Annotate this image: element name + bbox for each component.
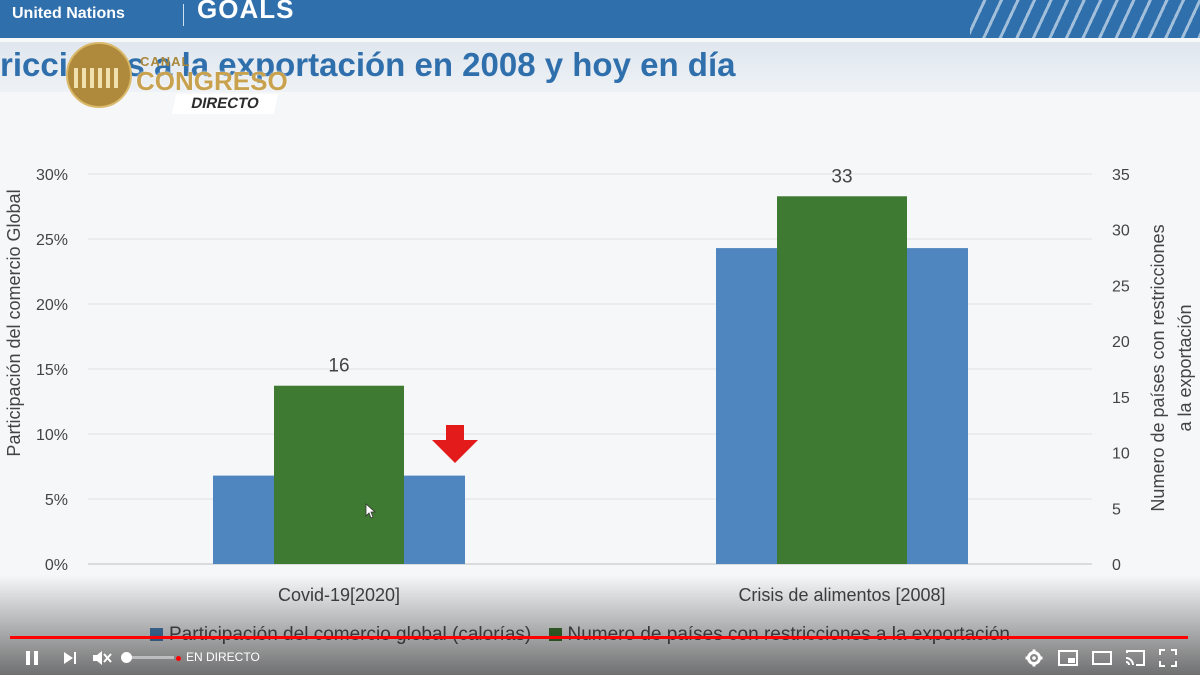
- player-controls: EN DIRECTO: [0, 642, 1200, 675]
- logo-canal-text: CANAL: [140, 54, 191, 69]
- progress-bar[interactable]: [10, 636, 1188, 639]
- cast-icon[interactable]: [1123, 646, 1147, 670]
- progress-fill: [10, 636, 1188, 639]
- left-tick-label: 30%: [36, 167, 68, 184]
- banner-divider: [183, 4, 184, 26]
- volume-slider[interactable]: [124, 656, 174, 659]
- live-label[interactable]: EN DIRECTO: [186, 650, 260, 664]
- left-tick-label: 15%: [36, 362, 68, 379]
- top-banner: United Nations GOALS: [0, 0, 1200, 38]
- live-dot-icon: [176, 656, 181, 661]
- bar-countries: [777, 196, 907, 565]
- un-label: United Nations: [12, 5, 125, 22]
- left-tick-label: 0%: [45, 557, 68, 574]
- left-axis-title: Participación del comercio Global: [4, 189, 24, 456]
- settings-icon[interactable]: [1022, 646, 1046, 670]
- logo-congreso-text: CONGRESO: [136, 66, 288, 96]
- right-tick-label: 20: [1112, 334, 1130, 351]
- legend-swatch-share: [150, 628, 163, 642]
- title-band: [0, 42, 1200, 92]
- channel-logo: CANAL CONGRESO DIRECTO: [64, 42, 288, 117]
- cursor-icon: [365, 503, 377, 519]
- right-tick-label: 0: [1112, 557, 1121, 574]
- left-tick-label: 10%: [36, 427, 68, 444]
- logo-columns-icon: [74, 68, 122, 88]
- left-tick-label: 5%: [45, 492, 68, 509]
- legend-swatch-countries: [548, 628, 562, 642]
- bar-countries: [274, 385, 404, 564]
- pause-icon[interactable]: [20, 646, 44, 670]
- miniplayer-icon[interactable]: [1056, 646, 1080, 670]
- red-down-arrow-icon: [432, 425, 478, 463]
- category-label: Crisis de alimentos [2008]: [738, 585, 945, 605]
- right-tick-label: 10: [1112, 446, 1130, 463]
- banner-stripes: [970, 0, 1200, 38]
- right-axis-title-line1: Numero de países con restricciones: [1148, 224, 1168, 511]
- left-tick-label: 25%: [36, 232, 68, 249]
- theater-icon[interactable]: [1090, 646, 1114, 670]
- bar-chart: 0% 5% 10% 15% 20% 25% 30% 0 5 10 15 20 25 30 35 16 Covid…: [4, 166, 1195, 605]
- data-label: 33: [831, 166, 852, 187]
- right-tick-label: 15: [1112, 390, 1130, 407]
- next-icon[interactable]: [58, 646, 82, 670]
- fullscreen-icon[interactable]: [1156, 646, 1180, 670]
- right-axis-title-line2: a la exportación: [1175, 304, 1195, 431]
- right-tick-label: 30: [1112, 223, 1130, 240]
- data-label: 16: [328, 356, 349, 377]
- logo-directo-text: DIRECTO: [171, 94, 279, 114]
- category-label: Covid-19[2020]: [278, 585, 400, 605]
- right-tick-label: 5: [1112, 501, 1121, 518]
- right-tick-label: 35: [1112, 167, 1130, 184]
- volume-knob[interactable]: [121, 652, 132, 663]
- left-tick-label: 20%: [36, 297, 68, 314]
- mute-icon[interactable]: [90, 646, 114, 670]
- right-tick-label: 25: [1112, 278, 1130, 295]
- goals-label: GOALS: [197, 0, 295, 24]
